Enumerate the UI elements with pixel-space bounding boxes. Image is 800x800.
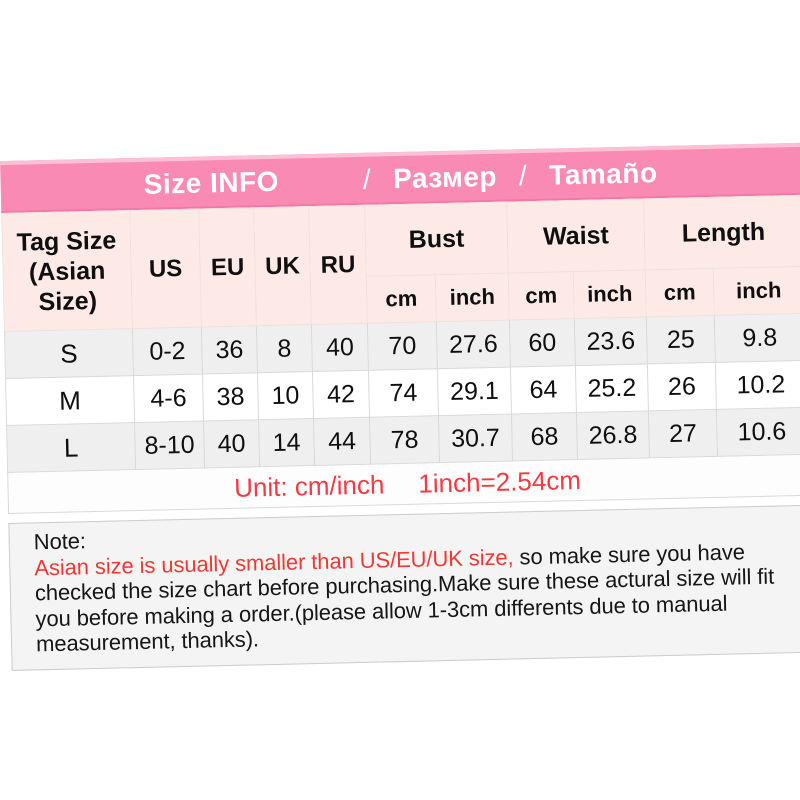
banner-title-russian: Размер — [392, 160, 498, 195]
note-text: Asian size is usually smaller than US/EU… — [34, 538, 784, 657]
col-header-bust-inch: inch — [435, 273, 510, 322]
cell-waist-cm: 64 — [510, 365, 577, 415]
cell-uk: 8 — [256, 324, 313, 373]
cell-eu: 40 — [203, 419, 260, 469]
cell-length-inch: 10.2 — [715, 360, 800, 410]
cell-bust-inch: 29.1 — [437, 367, 512, 416]
tag-size-line: Tag Size — [16, 225, 117, 257]
size-table: Tag Size (Asian Size) US EU UK RU Bust W… — [1, 194, 800, 473]
cell-size: M — [5, 375, 135, 426]
banner-title: Size INFO — [143, 165, 280, 200]
cell-ru: 44 — [313, 417, 371, 466]
cell-length-inch: 9.8 — [714, 313, 800, 363]
cell-us: 8-10 — [134, 421, 205, 470]
cell-bust-inch: 30.7 — [438, 414, 513, 463]
banner-separator: / — [362, 163, 372, 195]
cell-waist-inch: 23.6 — [574, 316, 648, 366]
banner-separator: / — [518, 160, 528, 192]
cell-bust-cm: 74 — [368, 368, 439, 418]
unit-label: Unit: cm/inch — [233, 468, 385, 503]
cell-waist-inch: 26.8 — [576, 410, 650, 460]
col-header-waist-inch: inch — [573, 269, 647, 319]
col-header-ru: RU — [308, 205, 368, 325]
size-chart-sheet: Size INFO / Размер / Tamaño Tag Size (As… — [0, 142, 800, 671]
col-header-tag-size: Tag Size (Asian Size) — [1, 210, 133, 332]
cell-us: 4-6 — [133, 374, 204, 423]
col-header-bust-cm: cm — [366, 274, 437, 324]
cell-size: S — [4, 328, 134, 379]
cell-waist-cm: 68 — [511, 412, 578, 462]
col-header-length: Length — [643, 195, 800, 270]
unit-conversion: 1inch=2.54cm — [418, 464, 582, 499]
col-header-length-inch: inch — [713, 266, 800, 316]
cell-uk: 14 — [258, 418, 315, 467]
cell-bust-cm: 70 — [367, 321, 438, 371]
banner-title-spanish: Tamaño — [548, 157, 658, 191]
col-header-uk: UK — [253, 206, 312, 326]
col-header-waist-cm: cm — [508, 271, 575, 321]
cell-length-inch: 10.6 — [716, 407, 800, 457]
col-header-eu: EU — [198, 207, 257, 328]
col-header-bust: Bust — [364, 202, 509, 277]
note-box: Note: Asian size is usually smaller than… — [8, 504, 800, 671]
col-header-us: US — [129, 209, 202, 329]
cell-length-cm: 27 — [648, 409, 718, 458]
cell-length-cm: 25 — [646, 315, 716, 364]
cell-waist-cm: 60 — [509, 318, 576, 368]
col-header-waist: Waist — [506, 198, 646, 274]
cell-bust-inch: 27.6 — [436, 320, 511, 369]
tag-size-line: Size) — [38, 286, 98, 316]
tag-size-line: (Asian — [28, 256, 106, 286]
cell-uk: 10 — [257, 371, 314, 420]
cell-size: L — [6, 422, 136, 473]
cell-waist-inch: 25.2 — [575, 363, 649, 413]
cell-eu: 36 — [201, 325, 258, 375]
cell-length-cm: 26 — [647, 362, 717, 411]
cell-us: 0-2 — [132, 327, 203, 376]
cell-ru: 42 — [312, 370, 370, 419]
cell-eu: 38 — [202, 372, 259, 422]
cell-ru: 40 — [311, 323, 369, 372]
col-header-length-cm: cm — [645, 268, 715, 317]
cell-bust-cm: 78 — [369, 415, 440, 465]
